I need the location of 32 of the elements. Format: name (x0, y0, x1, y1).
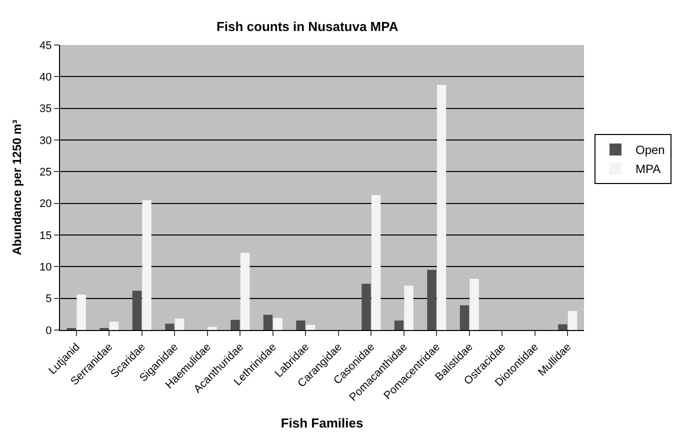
bar (460, 305, 470, 330)
bar (76, 294, 86, 330)
y-tick-label: 0 (46, 324, 52, 337)
y-tick-label: 45 (40, 40, 52, 52)
chart-title: Fish counts in Nusatuva MPA (216, 19, 399, 34)
bar (263, 314, 273, 330)
bar (306, 324, 316, 330)
bar (470, 278, 479, 330)
y-tick-label: 25 (40, 166, 52, 179)
bar (568, 311, 578, 330)
bar (142, 200, 152, 330)
y-tick-label: 35 (40, 103, 52, 116)
bar (208, 326, 217, 330)
legend-label: MPA (635, 162, 661, 176)
bar (404, 286, 414, 330)
bar (371, 195, 381, 330)
bar (240, 252, 250, 330)
y-tick-label: 20 (40, 198, 52, 210)
bar (132, 290, 142, 330)
x-axis-title: Fish Families (280, 415, 364, 430)
y-tick-label: 30 (40, 134, 52, 147)
bar (109, 322, 119, 330)
y-tick-label: 40 (40, 72, 52, 84)
bar (174, 318, 184, 330)
y-axis-title: Abundance per 1250 m³ (10, 120, 24, 256)
y-tick-label: 5 (46, 293, 52, 306)
y-tick-label: 10 (40, 262, 52, 274)
legend-label: Open (635, 143, 665, 158)
bar (273, 318, 282, 330)
y-tick-label: 15 (40, 230, 52, 242)
bar (394, 320, 404, 330)
bar (436, 84, 446, 330)
